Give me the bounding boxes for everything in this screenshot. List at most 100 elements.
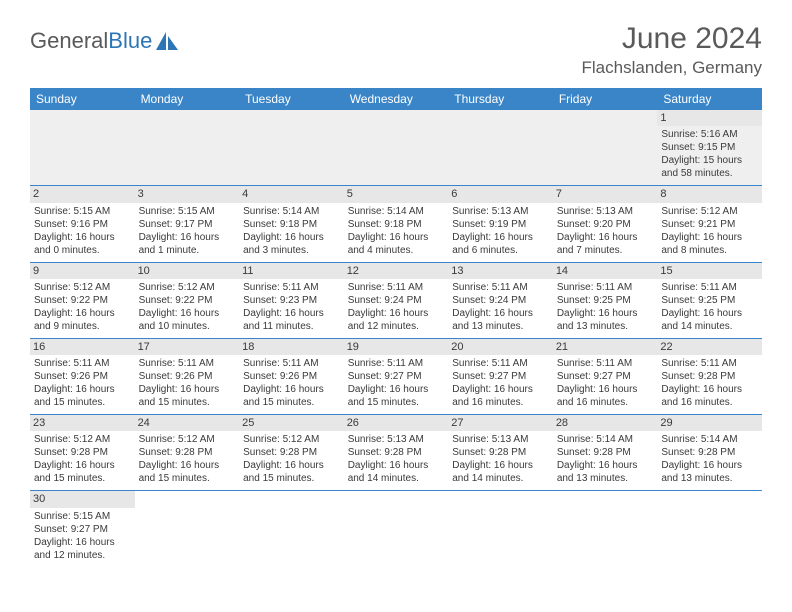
- calendar-day-cell: [30, 110, 135, 186]
- sunset-text: Sunset: 9:27 PM: [452, 370, 549, 383]
- day-number: 29: [657, 415, 762, 431]
- calendar-day-cell: 23Sunrise: 5:12 AMSunset: 9:28 PMDayligh…: [30, 415, 135, 491]
- sunset-text: Sunset: 9:22 PM: [34, 294, 131, 307]
- day-number: 9: [30, 263, 135, 279]
- calendar-day-cell: [135, 491, 240, 567]
- sunset-text: Sunset: 9:28 PM: [661, 370, 758, 383]
- daylight1-text: Daylight: 16 hours: [557, 459, 654, 472]
- sunset-text: Sunset: 9:25 PM: [557, 294, 654, 307]
- sunrise-text: Sunrise: 5:11 AM: [557, 357, 654, 370]
- daylight1-text: Daylight: 16 hours: [139, 459, 236, 472]
- sunset-text: Sunset: 9:26 PM: [34, 370, 131, 383]
- calendar-day-cell: 3Sunrise: 5:15 AMSunset: 9:17 PMDaylight…: [135, 186, 240, 262]
- sunset-text: Sunset: 9:21 PM: [661, 218, 758, 231]
- calendar-day-cell: 25Sunrise: 5:12 AMSunset: 9:28 PMDayligh…: [239, 415, 344, 491]
- daylight2-text: and 7 minutes.: [557, 244, 654, 257]
- daylight1-text: Daylight: 16 hours: [452, 231, 549, 244]
- daylight2-text: and 14 minutes.: [452, 472, 549, 485]
- calendar-day-cell: 16Sunrise: 5:11 AMSunset: 9:26 PMDayligh…: [30, 338, 135, 414]
- sunrise-text: Sunrise: 5:11 AM: [34, 357, 131, 370]
- sunset-text: Sunset: 9:28 PM: [557, 446, 654, 459]
- sunrise-text: Sunrise: 5:12 AM: [34, 433, 131, 446]
- daylight1-text: Daylight: 16 hours: [34, 231, 131, 244]
- calendar-day-cell: 1Sunrise: 5:16 AMSunset: 9:15 PMDaylight…: [657, 110, 762, 186]
- sunset-text: Sunset: 9:28 PM: [452, 446, 549, 459]
- calendar-day-cell: 30Sunrise: 5:15 AMSunset: 9:27 PMDayligh…: [30, 491, 135, 567]
- calendar-day-cell: 27Sunrise: 5:13 AMSunset: 9:28 PMDayligh…: [448, 415, 553, 491]
- day-number: 12: [344, 263, 449, 279]
- calendar-day-cell: 2 Sunrise: 5:15 AMSunset: 9:16 PMDaylight…: [30, 186, 135, 262]
- sunset-text: Sunset: 9:18 PM: [348, 218, 445, 231]
- day-number: 18: [239, 339, 344, 355]
- calendar-day-cell: 18Sunrise: 5:11 AMSunset: 9:26 PMDayligh…: [239, 338, 344, 414]
- calendar-week-row: 16Sunrise: 5:11 AMSunset: 9:26 PMDayligh…: [30, 338, 762, 414]
- day-number: 11: [239, 263, 344, 279]
- daylight1-text: Daylight: 16 hours: [348, 307, 445, 320]
- sunset-text: Sunset: 9:25 PM: [661, 294, 758, 307]
- sunrise-text: Sunrise: 5:15 AM: [34, 510, 131, 523]
- calendar-day-cell: 24Sunrise: 5:12 AMSunset: 9:28 PMDayligh…: [135, 415, 240, 491]
- sunset-text: Sunset: 9:15 PM: [661, 141, 758, 154]
- daylight1-text: Daylight: 16 hours: [139, 307, 236, 320]
- day-number: 2: [30, 186, 135, 202]
- calendar-day-cell: 12Sunrise: 5:11 AMSunset: 9:24 PMDayligh…: [344, 262, 449, 338]
- sunset-text: Sunset: 9:28 PM: [34, 446, 131, 459]
- daylight2-text: and 9 minutes.: [34, 320, 131, 333]
- day-number: 21: [553, 339, 658, 355]
- calendar-day-cell: [448, 491, 553, 567]
- sunrise-text: Sunrise: 5:14 AM: [243, 205, 340, 218]
- day-number: 22: [657, 339, 762, 355]
- daylight1-text: Daylight: 16 hours: [661, 231, 758, 244]
- sunset-text: Sunset: 9:18 PM: [243, 218, 340, 231]
- daylight1-text: Daylight: 16 hours: [348, 231, 445, 244]
- day-number: 13: [448, 263, 553, 279]
- day-number: 7: [553, 186, 658, 202]
- day-number: 6: [448, 186, 553, 202]
- daylight1-text: Daylight: 16 hours: [452, 307, 549, 320]
- calendar-day-cell: 19Sunrise: 5:11 AMSunset: 9:27 PMDayligh…: [344, 338, 449, 414]
- daylight2-text: and 13 minutes.: [661, 472, 758, 485]
- calendar-day-cell: 13Sunrise: 5:11 AMSunset: 9:24 PMDayligh…: [448, 262, 553, 338]
- sunrise-text: Sunrise: 5:12 AM: [661, 205, 758, 218]
- sail-icon: [154, 30, 180, 52]
- daylight2-text: and 14 minutes.: [348, 472, 445, 485]
- calendar-day-cell: [448, 110, 553, 186]
- location-label: Flachslanden, Germany: [582, 58, 762, 78]
- sunrise-text: Sunrise: 5:11 AM: [348, 357, 445, 370]
- day-header: Friday: [553, 88, 658, 110]
- sunrise-text: Sunrise: 5:14 AM: [661, 433, 758, 446]
- sunrise-text: Sunrise: 5:11 AM: [243, 281, 340, 294]
- day-header: Wednesday: [344, 88, 449, 110]
- sunset-text: Sunset: 9:28 PM: [243, 446, 340, 459]
- daylight2-text: and 4 minutes.: [348, 244, 445, 257]
- sunset-text: Sunset: 9:24 PM: [348, 294, 445, 307]
- day-number: 3: [135, 186, 240, 202]
- daylight2-text: and 3 minutes.: [243, 244, 340, 257]
- daylight2-text: and 0 minutes.: [34, 244, 131, 257]
- sunrise-text: Sunrise: 5:11 AM: [243, 357, 340, 370]
- calendar-day-cell: 10Sunrise: 5:12 AMSunset: 9:22 PMDayligh…: [135, 262, 240, 338]
- sunset-text: Sunset: 9:24 PM: [452, 294, 549, 307]
- sunrise-text: Sunrise: 5:13 AM: [348, 433, 445, 446]
- daylight1-text: Daylight: 15 hours: [661, 154, 758, 167]
- daylight2-text: and 6 minutes.: [452, 244, 549, 257]
- sunrise-text: Sunrise: 5:12 AM: [139, 281, 236, 294]
- sunrise-text: Sunrise: 5:12 AM: [34, 281, 131, 294]
- day-number: 19: [344, 339, 449, 355]
- calendar-day-cell: 17Sunrise: 5:11 AMSunset: 9:26 PMDayligh…: [135, 338, 240, 414]
- sunrise-text: Sunrise: 5:13 AM: [557, 205, 654, 218]
- day-number: 8: [657, 186, 762, 202]
- daylight1-text: Daylight: 16 hours: [243, 459, 340, 472]
- daylight2-text: and 12 minutes.: [348, 320, 445, 333]
- sunrise-text: Sunrise: 5:11 AM: [661, 357, 758, 370]
- calendar-day-cell: [553, 110, 658, 186]
- sunrise-text: Sunrise: 5:15 AM: [34, 205, 131, 218]
- day-number: 20: [448, 339, 553, 355]
- sunset-text: Sunset: 9:16 PM: [34, 218, 131, 231]
- daylight1-text: Daylight: 16 hours: [34, 536, 131, 549]
- calendar-day-cell: 4Sunrise: 5:14 AMSunset: 9:18 PMDaylight…: [239, 186, 344, 262]
- calendar-day-cell: [135, 110, 240, 186]
- daylight1-text: Daylight: 16 hours: [452, 459, 549, 472]
- day-header: Thursday: [448, 88, 553, 110]
- sunset-text: Sunset: 9:28 PM: [348, 446, 445, 459]
